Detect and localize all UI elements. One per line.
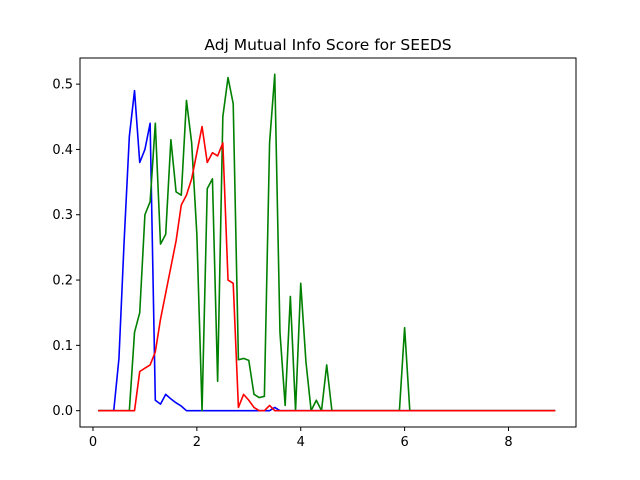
series-layer [98, 73, 556, 412]
x-tick-label-0: 0 [89, 435, 97, 450]
series-line-3 [98, 125, 556, 412]
plot-frame [79, 57, 577, 428]
series-line-1 [98, 89, 556, 412]
chart-title: Adj Mutual Info Score for SEEDS [204, 36, 451, 54]
y-tick-label-2: 0.2 [52, 274, 73, 289]
y-tick-label-5: 0.5 [52, 78, 73, 93]
y-tick-label-3: 0.3 [52, 208, 73, 223]
y-tick-label-4: 0.4 [52, 143, 73, 158]
y-tick-label-0: 0.0 [52, 404, 73, 419]
series-line-2 [98, 73, 556, 412]
x-tick-label-1: 2 [193, 435, 201, 450]
y-tick-label-1: 0.1 [52, 339, 73, 354]
axes-layer: 0 2 4 6 8 0.0 0.1 0.2 0.3 0.4 0.5 [52, 78, 512, 450]
x-tick-label-3: 6 [400, 435, 408, 450]
x-tick-label-2: 4 [297, 435, 305, 450]
x-tick-label-4: 8 [504, 435, 512, 450]
